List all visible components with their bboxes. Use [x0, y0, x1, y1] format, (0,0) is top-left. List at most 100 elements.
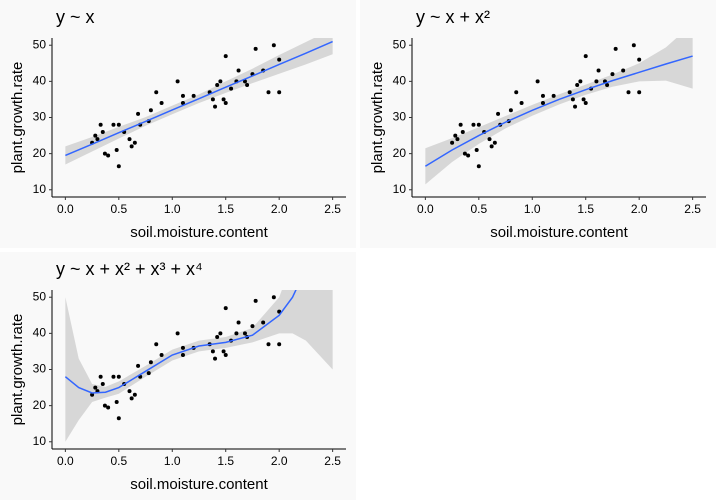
x-tick-label: 1.5	[217, 202, 234, 216]
data-point	[136, 111, 141, 116]
data-point	[106, 405, 111, 410]
data-point	[514, 90, 519, 95]
x-tick-label: 0.0	[57, 454, 74, 468]
plot-area	[65, 38, 333, 169]
data-point	[180, 345, 185, 350]
data-point	[213, 104, 218, 109]
data-point	[210, 349, 215, 354]
x-tick-label: 2.5	[324, 454, 341, 468]
fit-line	[64, 290, 297, 394]
data-point	[213, 356, 218, 361]
x-tick-label: 0.0	[57, 202, 74, 216]
panel-background	[360, 0, 716, 248]
x-tick-label: 0.0	[417, 202, 434, 216]
panel: 10 20 30 40 50 0.0 0.5 1.0 1.5 2.0 2.5 soil.moistur…	[360, 0, 716, 248]
data-point	[540, 93, 545, 98]
data-point	[116, 164, 121, 169]
data-point	[471, 122, 476, 127]
data-point	[637, 57, 642, 62]
x-tick-label: 2.0	[271, 202, 288, 216]
x-axis-label: soil.moisture.content	[130, 224, 268, 241]
plot-area	[64, 290, 333, 442]
y-tick-label: 40	[33, 326, 47, 340]
plot-area	[424, 38, 693, 185]
data-point	[489, 144, 494, 149]
data-point	[613, 46, 618, 51]
data-point	[136, 363, 141, 368]
y-axis-label: plant.growth.rate	[9, 314, 26, 426]
data-point	[242, 79, 247, 84]
data-point	[215, 334, 220, 339]
data-point	[129, 144, 134, 149]
chart-title: y ~ x	[56, 7, 95, 27]
fit-line	[65, 40, 333, 157]
data-point	[159, 101, 164, 106]
y-tick-label: 40	[393, 74, 407, 88]
y-tick-label: 20	[33, 398, 47, 412]
data-point	[215, 82, 220, 87]
data-point	[519, 101, 524, 106]
x-tick-label: 1.0	[524, 202, 541, 216]
x-tick-label: 0.5	[110, 202, 127, 216]
data-point	[98, 374, 103, 379]
panel: 10 20 30 40 50 0.0 0.5 1.0 1.5 2.0 2.5 soil.moistur…	[0, 252, 356, 500]
panel: 10 20 30 40 50 0.0 0.5 1.0 1.5 2.0 2.5 soil.moistur…	[0, 0, 356, 248]
y-tick-label: 30	[393, 110, 407, 124]
data-point	[242, 331, 247, 336]
data-point	[476, 164, 481, 169]
data-point	[583, 101, 588, 106]
x-tick-label: 2.0	[631, 202, 648, 216]
data-point	[210, 97, 215, 102]
data-point	[93, 385, 98, 390]
data-point	[610, 72, 615, 77]
fit-line	[424, 55, 693, 167]
x-axis-label: soil.moisture.content	[490, 224, 628, 241]
y-tick-label: 50	[393, 37, 407, 51]
data-point	[229, 86, 234, 91]
data-point	[218, 79, 223, 84]
data-point	[631, 43, 636, 48]
data-point	[460, 129, 465, 134]
data-point	[271, 43, 276, 48]
data-point	[93, 133, 98, 138]
data-point	[114, 400, 119, 405]
data-point	[277, 309, 282, 314]
x-tick-label: 2.5	[324, 202, 341, 216]
x-tick-label: 2.0	[271, 454, 288, 468]
data-point	[453, 133, 458, 138]
x-tick-label: 0.5	[110, 454, 127, 468]
data-point	[180, 353, 185, 358]
data-point	[102, 403, 107, 408]
y-axis-label: plant.growth.rate	[9, 62, 26, 174]
data-point	[127, 389, 132, 394]
data-point	[223, 306, 228, 311]
data-point	[277, 342, 282, 347]
x-tick-label: 1.5	[217, 454, 234, 468]
data-point	[154, 90, 159, 95]
data-point	[266, 342, 271, 347]
data-point	[102, 151, 107, 156]
data-point	[95, 137, 100, 142]
data-point	[234, 331, 239, 336]
data-point	[116, 374, 121, 379]
data-point	[261, 320, 266, 325]
data-point	[236, 68, 241, 73]
data-point	[100, 381, 105, 386]
data-point	[236, 320, 241, 325]
data-point	[106, 153, 111, 158]
y-tick-label: 30	[33, 110, 47, 124]
data-point	[159, 353, 164, 358]
data-point	[474, 148, 479, 153]
data-point	[111, 374, 116, 379]
data-point	[90, 392, 95, 397]
data-point	[223, 353, 228, 358]
x-tick-label: 1.0	[164, 202, 181, 216]
data-point	[253, 46, 258, 51]
data-point	[175, 331, 180, 336]
x-tick-label: 1.5	[577, 202, 594, 216]
y-axis-label: plant.growth.rate	[369, 62, 386, 174]
y-tick-label: 20	[393, 146, 407, 160]
data-point	[191, 93, 196, 98]
data-point	[132, 392, 137, 397]
